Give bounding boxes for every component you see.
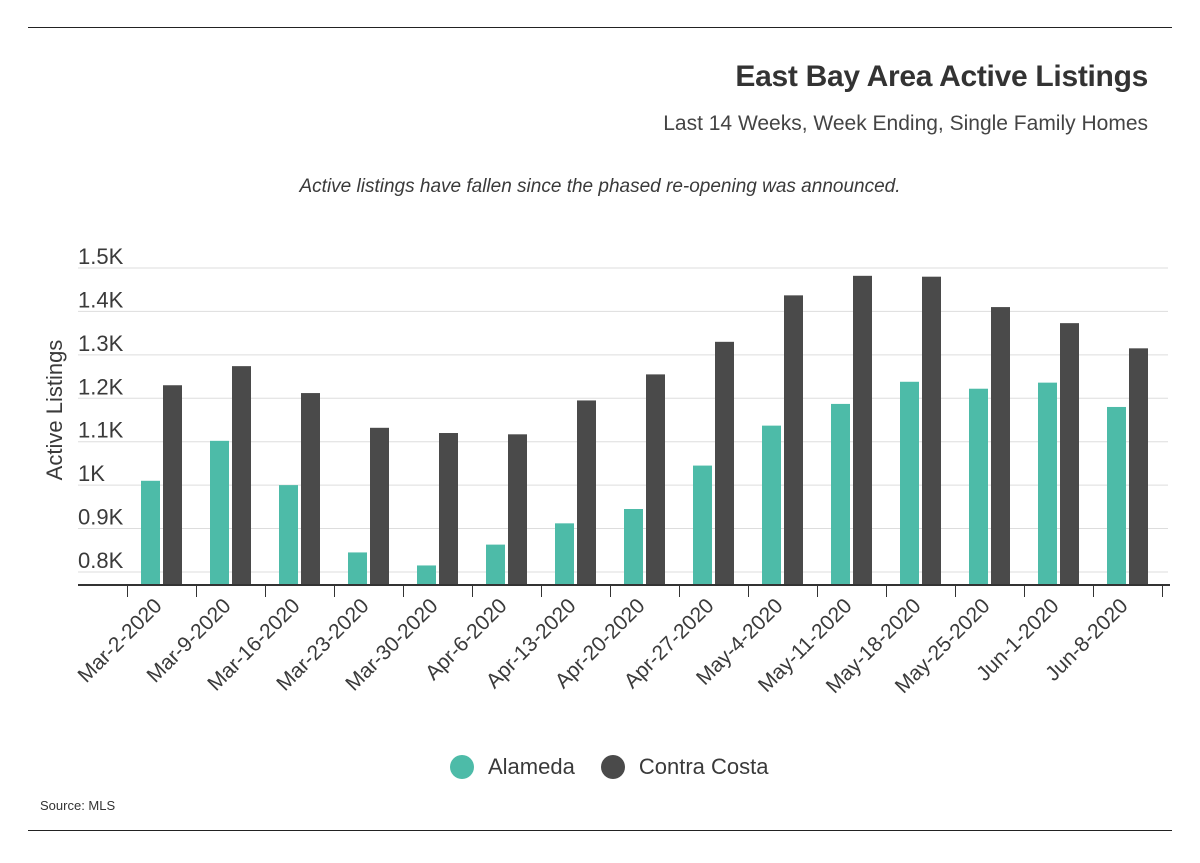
legend-item-alameda: Alameda <box>450 754 575 780</box>
y-tick-label: 1.2K <box>78 374 124 399</box>
bar-alameda <box>762 425 781 585</box>
bar-contra-costa <box>1060 323 1079 585</box>
bar-alameda <box>1038 382 1057 585</box>
y-tick-label: 1.5K <box>78 244 124 269</box>
chart-annotation: Active listings have fallen since the ph… <box>299 176 901 197</box>
bar-alameda <box>279 485 298 585</box>
y-tick-label: 1K <box>78 461 105 486</box>
bar-alameda <box>693 465 712 585</box>
legend-label-alameda: Alameda <box>488 754 575 779</box>
y-tick-label: 0.9K <box>78 505 124 530</box>
bar-contra-costa <box>370 427 389 585</box>
bar-contra-costa <box>508 434 527 585</box>
bar-contra-costa <box>1129 348 1148 585</box>
legend-item-contra-costa: Contra Costa <box>600 754 769 780</box>
source-note: Source: MLS <box>40 798 116 813</box>
y-axis-label: Active Listings <box>42 340 67 481</box>
chart-title: East Bay Area Active Listings <box>735 60 1148 93</box>
y-tick-label: 0.8K <box>78 548 124 573</box>
y-tick-label: 1.1K <box>78 418 124 443</box>
bar-alameda <box>210 440 229 585</box>
y-tick-label: 1.3K <box>78 331 124 356</box>
bar-alameda <box>348 552 367 585</box>
bar-alameda <box>624 509 643 585</box>
legend: Alameda Contra Costa <box>450 754 794 780</box>
bar-contra-costa <box>301 393 320 585</box>
bar-contra-costa <box>163 385 182 585</box>
bar-alameda <box>417 565 436 585</box>
bar-contra-costa <box>991 307 1010 585</box>
bar-contra-costa <box>232 366 251 585</box>
legend-label-contra-costa: Contra Costa <box>638 754 769 779</box>
bar-alameda <box>831 403 850 585</box>
chart-subtitle: Last 14 Weeks, Week Ending, Single Famil… <box>663 112 1148 135</box>
y-tick-label: 1.4K <box>78 287 124 312</box>
bar-contra-costa <box>922 276 941 585</box>
bar-alameda <box>900 381 919 585</box>
bar-alameda <box>141 480 160 585</box>
legend-swatch-alameda <box>450 755 474 779</box>
bar-alameda <box>555 523 574 585</box>
top-rule <box>28 27 1172 28</box>
bar-alameda <box>486 544 505 585</box>
bar-contra-costa <box>853 275 872 585</box>
bar-contra-costa <box>646 374 665 585</box>
bottom-rule <box>28 830 1172 831</box>
bar-alameda <box>969 388 988 585</box>
bar-contra-costa <box>784 295 803 585</box>
legend-swatch-contra-costa <box>600 755 625 779</box>
bar-contra-costa <box>715 341 734 585</box>
bar-alameda <box>1107 406 1126 585</box>
bar-contra-costa <box>577 400 596 585</box>
bar-contra-costa <box>439 433 458 585</box>
